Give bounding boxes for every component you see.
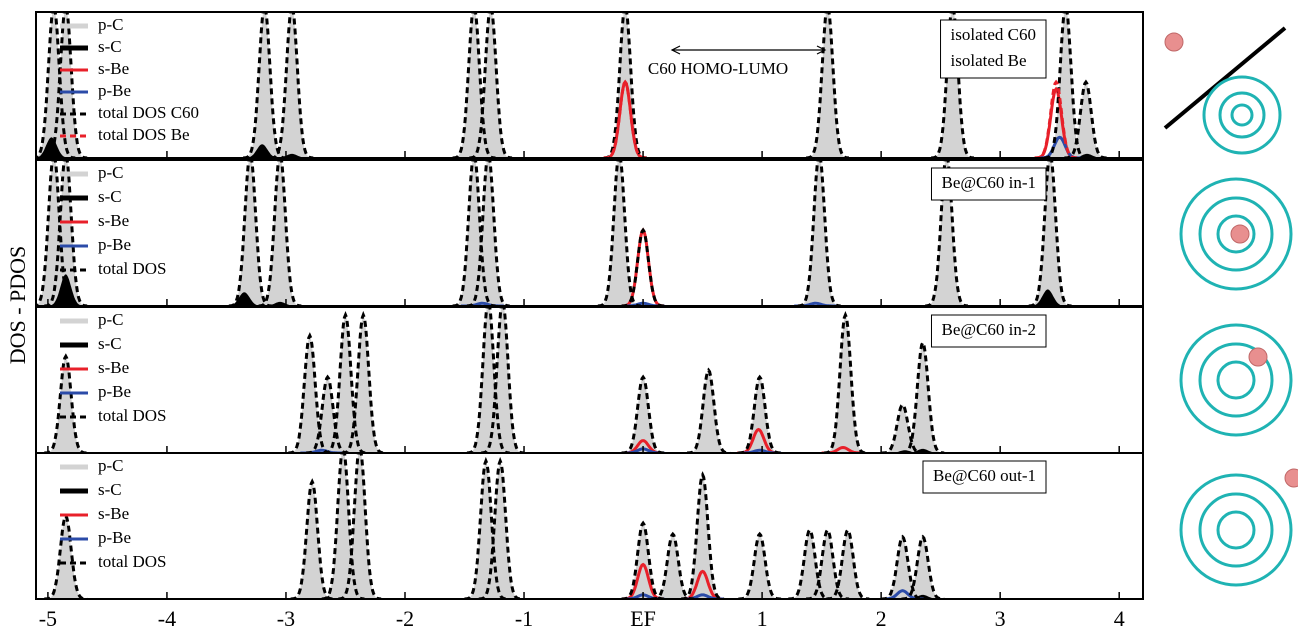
legend-label: s-Be	[98, 211, 129, 230]
legend-label: s-C	[98, 37, 122, 56]
panel-label: isolated C60	[951, 25, 1036, 44]
legend-label: total DOS	[98, 259, 166, 278]
legend-label: s-Be	[98, 59, 129, 78]
legend-label: p-C	[98, 456, 124, 475]
legend-label: p-Be	[98, 235, 131, 254]
dos-peak	[681, 475, 724, 599]
annotation: C60 HOMO-LUMO	[648, 59, 788, 78]
plot-area	[32, 154, 1071, 306]
dos-peak	[651, 534, 694, 599]
dos-peak	[291, 482, 334, 599]
x-tick-label: 3	[995, 606, 1006, 631]
legend-label: p-Be	[98, 81, 131, 100]
x-tick-label: -1	[515, 606, 533, 631]
legend-label: s-C	[98, 187, 122, 206]
legend-label: p-Be	[98, 528, 131, 547]
x-tick-label: -4	[158, 606, 176, 631]
dos-peak	[259, 154, 302, 306]
dos-peak	[243, 6, 286, 158]
plot-area	[44, 447, 944, 599]
dos-peak	[44, 516, 87, 599]
figure: DOS - PDOS p-C s-C s-Be p-Be total DOS C60 to…	[0, 0, 1298, 642]
legend-label: s-C	[98, 334, 122, 353]
panel-label: Be@C60 in-1	[941, 173, 1036, 192]
panel-label: Be@C60 in-2	[941, 320, 1036, 339]
x-tick-label: -5	[39, 606, 57, 631]
legend-label: s-Be	[98, 358, 129, 377]
plot-area	[44, 301, 944, 453]
dos-peak	[738, 377, 781, 453]
x-tick-label: -2	[396, 606, 414, 631]
dos-peak	[271, 6, 314, 158]
legend-label: s-Be	[98, 504, 129, 523]
x-tick-label: 2	[876, 606, 887, 631]
x-tick-label: -3	[277, 606, 295, 631]
legend-label: p-C	[98, 163, 124, 182]
y-axis-label: DOS - PDOS	[5, 246, 30, 365]
legend-label: total DOS	[98, 552, 166, 571]
panel-label: Be@C60 out-1	[933, 466, 1036, 485]
legend-label: total DOS Be	[98, 125, 190, 144]
x-tick-label: 1	[757, 606, 768, 631]
dos-peak	[622, 523, 665, 599]
legend-label: p-Be	[98, 382, 131, 401]
legend-label: s-C	[98, 480, 122, 499]
dos-peak	[824, 315, 867, 453]
dos-peak	[798, 154, 841, 306]
dos-peak	[229, 154, 272, 306]
legend-label: total DOS C60	[98, 103, 199, 122]
molecules	[1165, 28, 1298, 585]
dos-peak	[687, 370, 730, 453]
panel-label: isolated Be	[951, 51, 1027, 70]
dos-peak	[806, 6, 849, 158]
legend-label: total DOS	[98, 406, 166, 425]
legend-label: p-C	[98, 310, 124, 329]
legend-label: p-C	[98, 15, 124, 34]
dos-peak	[44, 356, 87, 453]
x-tick-label: 4	[1114, 606, 1125, 631]
x-tick-label: EF	[630, 606, 656, 631]
dos-peak	[738, 534, 781, 599]
